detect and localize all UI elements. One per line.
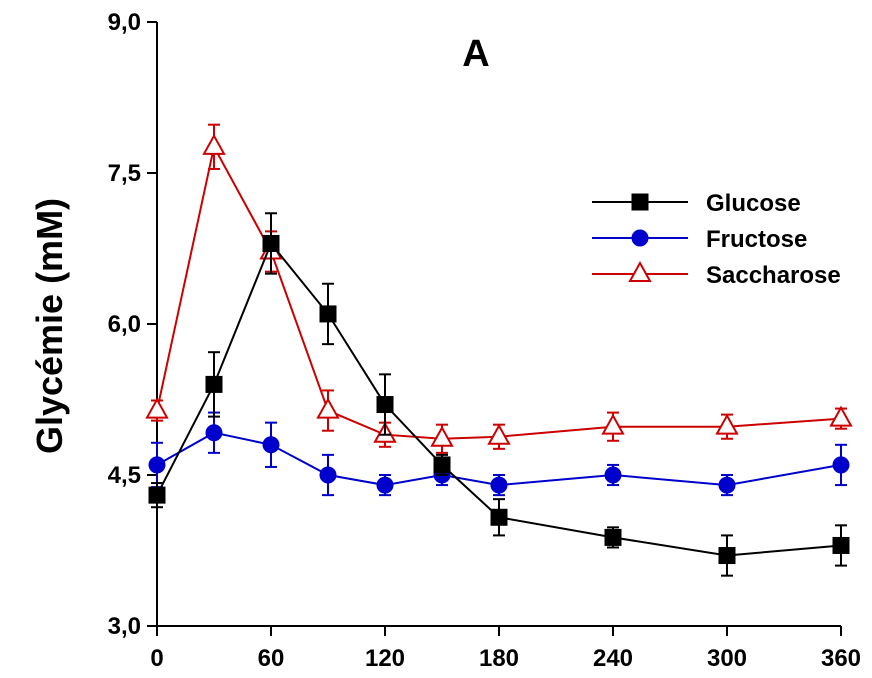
y-tick-label: 6,0 xyxy=(108,311,141,338)
y-axis-title: Glycémie (mM) xyxy=(29,198,70,454)
fructose-point xyxy=(605,467,621,483)
y-tick-label: 4,5 xyxy=(108,462,141,489)
fructose-point xyxy=(149,457,165,473)
y-tick-label: 7,5 xyxy=(108,160,141,187)
x-tick-label: 0 xyxy=(150,645,163,672)
saccharose-point xyxy=(432,428,452,446)
fructose-point xyxy=(377,477,393,493)
legend-label-glucose: Glucose xyxy=(706,190,801,217)
x-tick-label: 180 xyxy=(479,645,519,672)
glucose-point xyxy=(434,457,450,473)
y-tick-label: 3,0 xyxy=(108,613,141,640)
glucose-point xyxy=(491,509,507,525)
x-tick-label: 60 xyxy=(258,645,285,672)
glucose-point xyxy=(263,235,279,251)
legend-item-glucose: Glucose xyxy=(592,190,801,217)
fructose-point xyxy=(719,477,735,493)
axes: 3,0 4,5 6,0 7,5 9,0 0 60 120 180 240 300 360 xyxy=(108,9,861,672)
glucose-point xyxy=(605,529,621,545)
legend-marker-fructose xyxy=(632,230,648,246)
x-tick-label: 360 xyxy=(821,645,861,672)
saccharose-point xyxy=(147,400,167,418)
x-tick-label: 120 xyxy=(365,645,405,672)
legend-marker-saccharose xyxy=(630,263,650,281)
glucose-point xyxy=(149,487,165,503)
legend-label-fructose: Fructose xyxy=(706,226,807,253)
fructose-point xyxy=(833,457,849,473)
glucose-point xyxy=(377,397,393,413)
saccharose-point xyxy=(318,400,338,418)
saccharose-point xyxy=(204,136,224,154)
fructose-point xyxy=(206,425,222,441)
saccharose-point xyxy=(603,416,623,434)
legend-item-fructose: Fructose xyxy=(592,226,807,253)
x-tick-label: 240 xyxy=(593,645,633,672)
chart-title: A xyxy=(462,33,489,75)
y-tick-label: 9,0 xyxy=(108,9,141,36)
saccharose-point xyxy=(717,416,737,434)
fructose-point xyxy=(263,437,279,453)
legend-marker-glucose xyxy=(632,194,648,210)
saccharose-point xyxy=(831,408,851,426)
glucose-point xyxy=(320,306,336,322)
saccharose-point xyxy=(489,426,509,444)
glucose-point xyxy=(719,548,735,564)
fructose-point xyxy=(320,467,336,483)
fructose-point xyxy=(491,477,507,493)
glucose-point xyxy=(833,537,849,553)
glucose-point xyxy=(206,376,222,392)
legend-item-saccharose: Saccharose xyxy=(592,262,841,289)
legend: Glucose Fructose Saccharose xyxy=(592,190,841,289)
x-tick-label: 300 xyxy=(707,645,747,672)
legend-label-saccharose: Saccharose xyxy=(706,262,841,289)
